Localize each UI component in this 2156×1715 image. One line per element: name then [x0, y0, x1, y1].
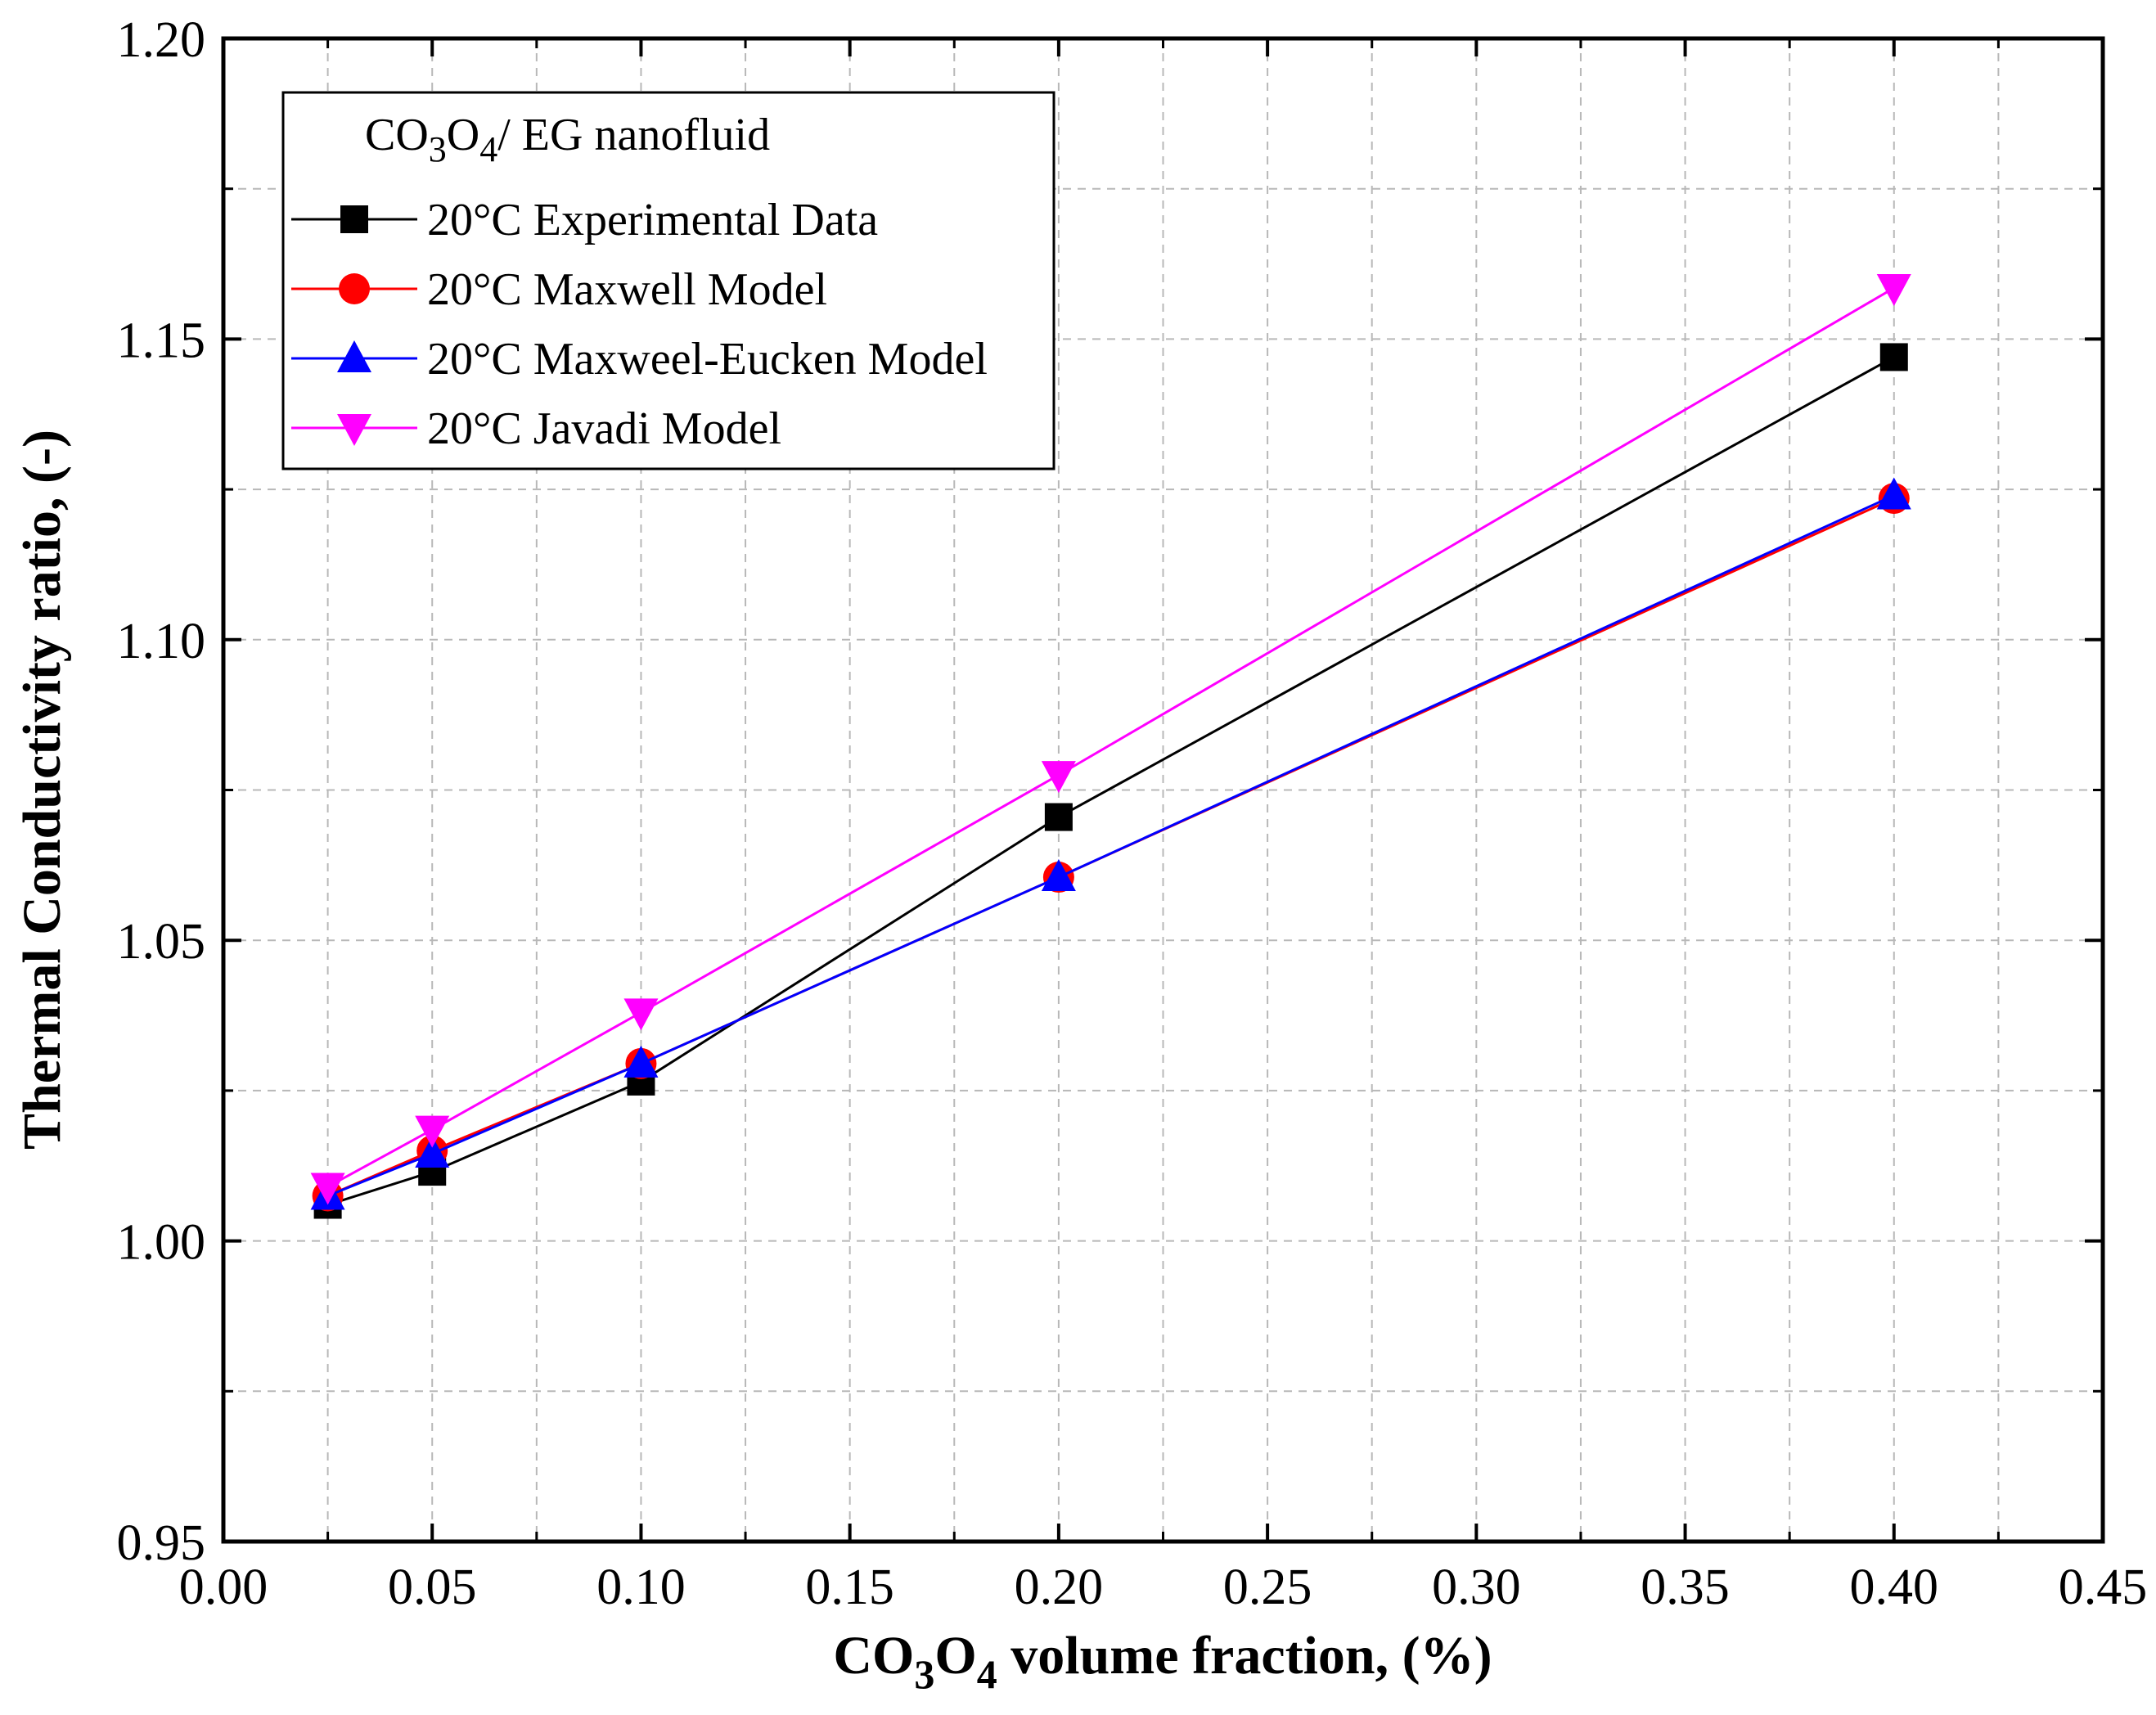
x-tick-label: 0.25	[1223, 1560, 1312, 1615]
legend-title: CO3O4/ EG nanofluid	[365, 110, 770, 169]
x-tick-label: 0.15	[805, 1560, 894, 1615]
legend-label: 20°C Javadi Model	[427, 403, 781, 454]
legend-title-part1: CO	[365, 110, 429, 160]
legend-box	[281, 91, 1055, 470]
legend-label: 20°C Maxweel-Eucken Model	[427, 334, 988, 385]
y-tick-label: 1.20	[117, 12, 206, 68]
series-3	[310, 273, 1911, 1205]
data-point	[415, 1115, 450, 1148]
x-axis-title-rest: volume fraction, (%)	[997, 1626, 1492, 1686]
x-tick-label: 0.05	[388, 1560, 477, 1615]
x-tick-label: 0.45	[2059, 1560, 2148, 1615]
x-axis-title-sub1: 3	[914, 1651, 934, 1697]
x-tick-label: 0.30	[1432, 1560, 1521, 1615]
legend-marker	[339, 273, 370, 304]
data-point	[1876, 273, 1911, 306]
x-tick-label: 0.35	[1641, 1560, 1730, 1615]
legend-title-part2: O	[447, 110, 479, 160]
data-point	[1041, 761, 1076, 794]
legend-entry: 20°C Javadi Model	[291, 403, 781, 454]
y-tick-label: 1.05	[117, 914, 206, 970]
legend-marker	[337, 414, 371, 446]
legend: CO3O4/ EG nanofluid 20°C Experimental Da…	[281, 91, 1055, 470]
x-tick-label: 0.00	[179, 1560, 268, 1615]
ticks: 0.00 0.05 0.10 0.15 0.20 0.25 0.30 0.35 0.40 0.45…	[117, 12, 2148, 1615]
legend-label: 20°C Maxwell Model	[427, 264, 827, 315]
data-point	[415, 1136, 450, 1168]
legend-entry: 20°C Maxweel-Eucken Model	[291, 334, 988, 385]
x-axis-title-part2: O	[934, 1626, 976, 1686]
data-point	[310, 1173, 345, 1205]
y-axis-title: Thermal Conductivity ratio, (-)	[12, 430, 72, 1150]
y-tick-label: 1.10	[117, 614, 206, 669]
y-tick-label: 1.00	[117, 1215, 206, 1271]
data-point	[1876, 477, 1911, 510]
x-axis-title-part1: CO	[833, 1626, 914, 1686]
legend-title-sub2: 4	[479, 129, 497, 169]
legend-title-rest: / EG nanofluid	[497, 110, 770, 160]
x-tick-label: 0.40	[1850, 1560, 1939, 1615]
data-point	[623, 1045, 659, 1078]
data-point	[1041, 859, 1076, 892]
legend-entry: 20°C Experimental Data	[291, 195, 878, 245]
y-tick-label: 0.95	[117, 1515, 206, 1571]
data-point	[623, 998, 659, 1031]
legend-marker	[337, 340, 371, 372]
legend-label: 20°C Experimental Data	[427, 195, 878, 245]
legend-marker	[340, 205, 368, 233]
series-2	[310, 477, 1911, 1210]
x-tick-label: 0.20	[1015, 1560, 1104, 1615]
x-tick-label: 0.10	[596, 1560, 686, 1615]
data-point	[1044, 803, 1073, 831]
legend-entries: 20°C Experimental Data 20°C Maxwell Model…	[291, 195, 988, 454]
legend-entry: 20°C Maxwell Model	[291, 264, 827, 315]
x-axis-title: CO3O4 volume fraction, (%)	[833, 1626, 1492, 1697]
series-layer	[310, 273, 1911, 1219]
x-axis-title-sub2: 4	[977, 1651, 997, 1697]
y-tick-label: 1.15	[117, 313, 206, 368]
data-point	[1879, 343, 1908, 371]
legend-title-sub1: 3	[429, 129, 447, 169]
